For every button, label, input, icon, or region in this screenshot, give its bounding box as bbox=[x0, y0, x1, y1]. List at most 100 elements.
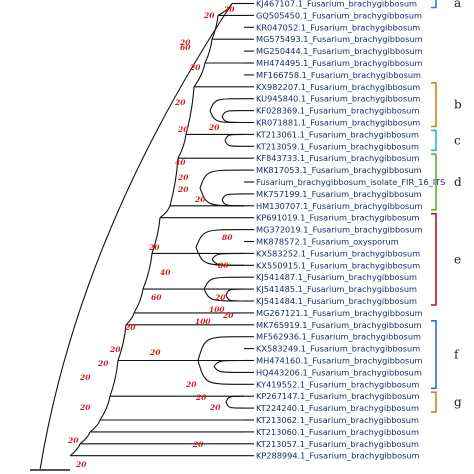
bootstrap-value: 20 bbox=[192, 440, 204, 449]
bootstrap-value: 20 bbox=[124, 323, 136, 332]
taxon-label: KY419552.1_Fusarium_brachygibbosum bbox=[256, 379, 419, 389]
tree-branch bbox=[185, 86, 195, 135]
taxon-label: KJ467107.1_Fusarium_brachygibbosum bbox=[256, 0, 417, 9]
bootstrap-value: 20 bbox=[209, 403, 221, 412]
taxon-label: HM130707.1_Fusarium_brachygibbosum bbox=[256, 201, 422, 211]
tree-branch bbox=[195, 229, 245, 248]
clade-label: c bbox=[454, 133, 461, 147]
taxon-label: KX583252.1_Fusarium_brachygibbosum bbox=[256, 248, 420, 258]
tree-branch bbox=[99, 396, 111, 421]
tree-branches bbox=[39, 2, 254, 471]
bootstrap-value: 20 bbox=[177, 125, 189, 134]
bootstrap-value: 20 bbox=[179, 38, 191, 47]
bootstrap-value: 20 bbox=[149, 348, 161, 357]
clade-bracket bbox=[431, 0, 437, 9]
clade-bracket bbox=[431, 129, 437, 152]
taxon-label: MG250444.1_Fusarium_brachygibbosum bbox=[256, 46, 423, 56]
taxon-label: KT224240.1_Fusarium_brachygibbosum bbox=[256, 403, 419, 413]
bootstrap-value: 20 bbox=[79, 403, 91, 412]
clade-bracket bbox=[431, 391, 437, 413]
bootstrap-value: 20 bbox=[67, 436, 79, 445]
taxon-label: KR047052.1_Fusarium_brachygibbosum bbox=[256, 22, 420, 32]
bootstrap-value: 60 bbox=[180, 43, 191, 52]
taxon-label: Fusarium_brachygibbosum_isolate_FIR_16_I… bbox=[256, 177, 445, 187]
taxon-label: KT213059.1_Fusarium_brachygibbosum bbox=[256, 141, 419, 151]
bootstrap-value: 40 bbox=[175, 158, 186, 167]
tree-branch bbox=[69, 443, 81, 457]
tree-branch bbox=[203, 276, 245, 290]
taxon-label: HQ443206.1_Fusarium_brachygibbosum bbox=[256, 367, 422, 377]
tree-branch bbox=[117, 324, 127, 361]
tree-branch bbox=[199, 187, 245, 207]
tree-branch bbox=[177, 134, 187, 159]
bootstrap-value: 20 bbox=[109, 345, 121, 354]
clade-label: b bbox=[454, 98, 462, 112]
bootstrap-value: 20 bbox=[185, 380, 197, 389]
bootstrap-value: 20 bbox=[75, 460, 87, 469]
clade-bracket bbox=[431, 82, 437, 128]
clade-label: g bbox=[454, 395, 462, 409]
taxon-label: MF562936.1_Fusarium_brachygibbosum bbox=[256, 332, 421, 342]
clade-bracket bbox=[431, 320, 437, 390]
bootstrap-value: 20 bbox=[208, 123, 220, 132]
tree-branch bbox=[211, 252, 245, 260]
bootstrap-value: 20 bbox=[148, 243, 160, 252]
tree-branch bbox=[211, 15, 219, 40]
bootstrap-value: 20 bbox=[189, 63, 201, 72]
bootstrap-value: 20 bbox=[195, 393, 207, 402]
taxon-label: MK817053.1_Fusarium_brachygibbosum bbox=[256, 165, 422, 175]
tree-branch bbox=[213, 366, 245, 373]
tree-branch bbox=[133, 289, 144, 314]
taxon-label: KJ541484.1_Fusarium_brachygibbosum bbox=[256, 296, 417, 306]
taxon-label: MK757199.1_Fusarium_brachygibbosum bbox=[256, 189, 422, 199]
taxon-label: KJ541487.1_Fusarium_brachygibbosum bbox=[256, 272, 417, 282]
tree-branch bbox=[89, 419, 101, 433]
taxon-label: KP267147.1_Fusarium_brachygibbosum bbox=[256, 391, 420, 401]
taxon-label: KU945840.1_Fusarium_brachygibbosum bbox=[256, 94, 420, 104]
taxon-label: KP691019.1_Fusarium_brachygibbosum bbox=[256, 213, 420, 223]
tree-branch bbox=[125, 312, 135, 326]
tree-branch bbox=[159, 205, 171, 219]
bootstrap-value: 20 bbox=[203, 11, 215, 20]
clade-brackets: a b c d e f g bbox=[431, 0, 462, 413]
taxon-label: KF843733.1_Fusarium_brachygibbosum bbox=[256, 153, 419, 163]
taxon-labels: KJ467107.1_Fusarium_brachygibbosumGQ5054… bbox=[256, 0, 445, 461]
tree-branch bbox=[225, 395, 245, 403]
tree-branch bbox=[142, 253, 153, 290]
taxon-label: MK765919.1_Fusarium_brachygibbosum bbox=[256, 320, 422, 330]
tree-branch bbox=[209, 110, 245, 124]
taxon-label: MH474495.1_Fusarium_brachygibbosum bbox=[256, 58, 422, 68]
bootstrap-value: 20 bbox=[223, 5, 235, 14]
bootstrap-value: 20 bbox=[177, 173, 189, 182]
taxon-label: KP288994.1_Fusarium_brachygibbosum bbox=[256, 451, 420, 461]
bootstrap-value: 20 bbox=[177, 185, 189, 194]
tree-branch bbox=[39, 3, 233, 471]
tree-branch bbox=[225, 288, 245, 296]
clade-bracket bbox=[431, 153, 437, 211]
taxon-label: KT213062.1_Fusarium_brachygibbosum bbox=[256, 415, 419, 425]
tree-branch bbox=[225, 401, 245, 409]
tree-branch bbox=[209, 98, 245, 111]
tree-branch bbox=[199, 169, 245, 189]
bootstrap-value: 20 bbox=[174, 98, 186, 107]
clade-label: e bbox=[454, 252, 461, 266]
tree-branch bbox=[109, 360, 119, 397]
tree-branch bbox=[224, 140, 245, 147]
clade-bracket bbox=[431, 212, 437, 306]
tree-branch bbox=[217, 3, 233, 16]
taxon-label: KX583249.1_Fusarium_brachygibbosum bbox=[256, 344, 420, 354]
bootstrap-value: 80 bbox=[222, 233, 233, 242]
taxon-label: KT213061.1_Fusarium_brachygibbosum bbox=[256, 129, 419, 139]
tree-branch bbox=[79, 431, 91, 445]
tree-branch bbox=[221, 110, 245, 117]
taxon-label: KJ541485.1_Fusarium_brachygibbosum bbox=[256, 284, 417, 294]
tree-branch bbox=[204, 39, 213, 64]
bootstrap-value: 20 bbox=[222, 311, 234, 320]
tree-branch bbox=[197, 336, 245, 361]
tree-branch bbox=[221, 193, 245, 201]
taxon-label: KR071881.1_Fusarium_brachygibbosum bbox=[256, 118, 420, 128]
bootstrap-value: 100 bbox=[195, 317, 211, 326]
taxon-label: GQ505450.1_Fusarium_brachygibbosum bbox=[256, 10, 422, 20]
